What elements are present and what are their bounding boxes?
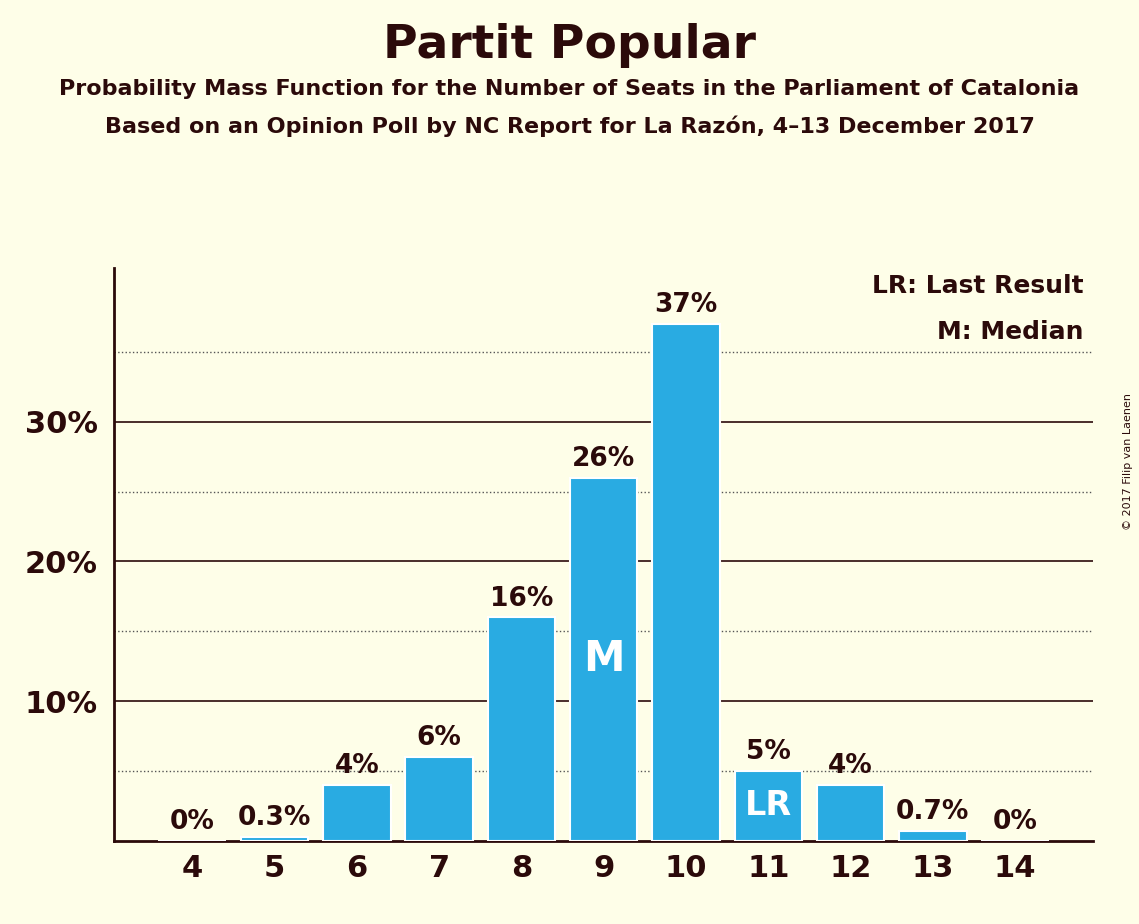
Text: 6%: 6% (417, 725, 461, 751)
Text: 0.7%: 0.7% (896, 799, 969, 825)
Text: 16%: 16% (490, 586, 554, 612)
Bar (735, 771, 802, 841)
Text: Probability Mass Function for the Number of Seats in the Parliament of Catalonia: Probability Mass Function for the Number… (59, 79, 1080, 99)
Bar (405, 757, 473, 841)
Bar (570, 478, 638, 841)
Text: LR: LR (745, 789, 792, 822)
Bar (487, 617, 555, 841)
Text: M: M (583, 638, 624, 680)
Bar (653, 323, 720, 841)
Text: M: Median: M: Median (937, 320, 1083, 344)
Text: LR: Last Result: LR: Last Result (872, 274, 1083, 298)
Bar (240, 836, 309, 841)
Text: 0%: 0% (993, 809, 1038, 835)
Text: 4%: 4% (335, 753, 379, 779)
Text: 0.3%: 0.3% (238, 805, 311, 831)
Text: 4%: 4% (828, 753, 872, 779)
Bar (817, 785, 884, 841)
Bar (899, 831, 967, 841)
Bar (323, 785, 391, 841)
Text: 5%: 5% (746, 739, 790, 765)
Text: 0%: 0% (170, 809, 214, 835)
Text: © 2017 Filip van Laenen: © 2017 Filip van Laenen (1123, 394, 1133, 530)
Text: Based on an Opinion Poll by NC Report for La Razón, 4–13 December 2017: Based on an Opinion Poll by NC Report fo… (105, 116, 1034, 137)
Text: Partit Popular: Partit Popular (383, 23, 756, 68)
Text: 26%: 26% (572, 446, 636, 472)
Text: 37%: 37% (654, 292, 718, 318)
